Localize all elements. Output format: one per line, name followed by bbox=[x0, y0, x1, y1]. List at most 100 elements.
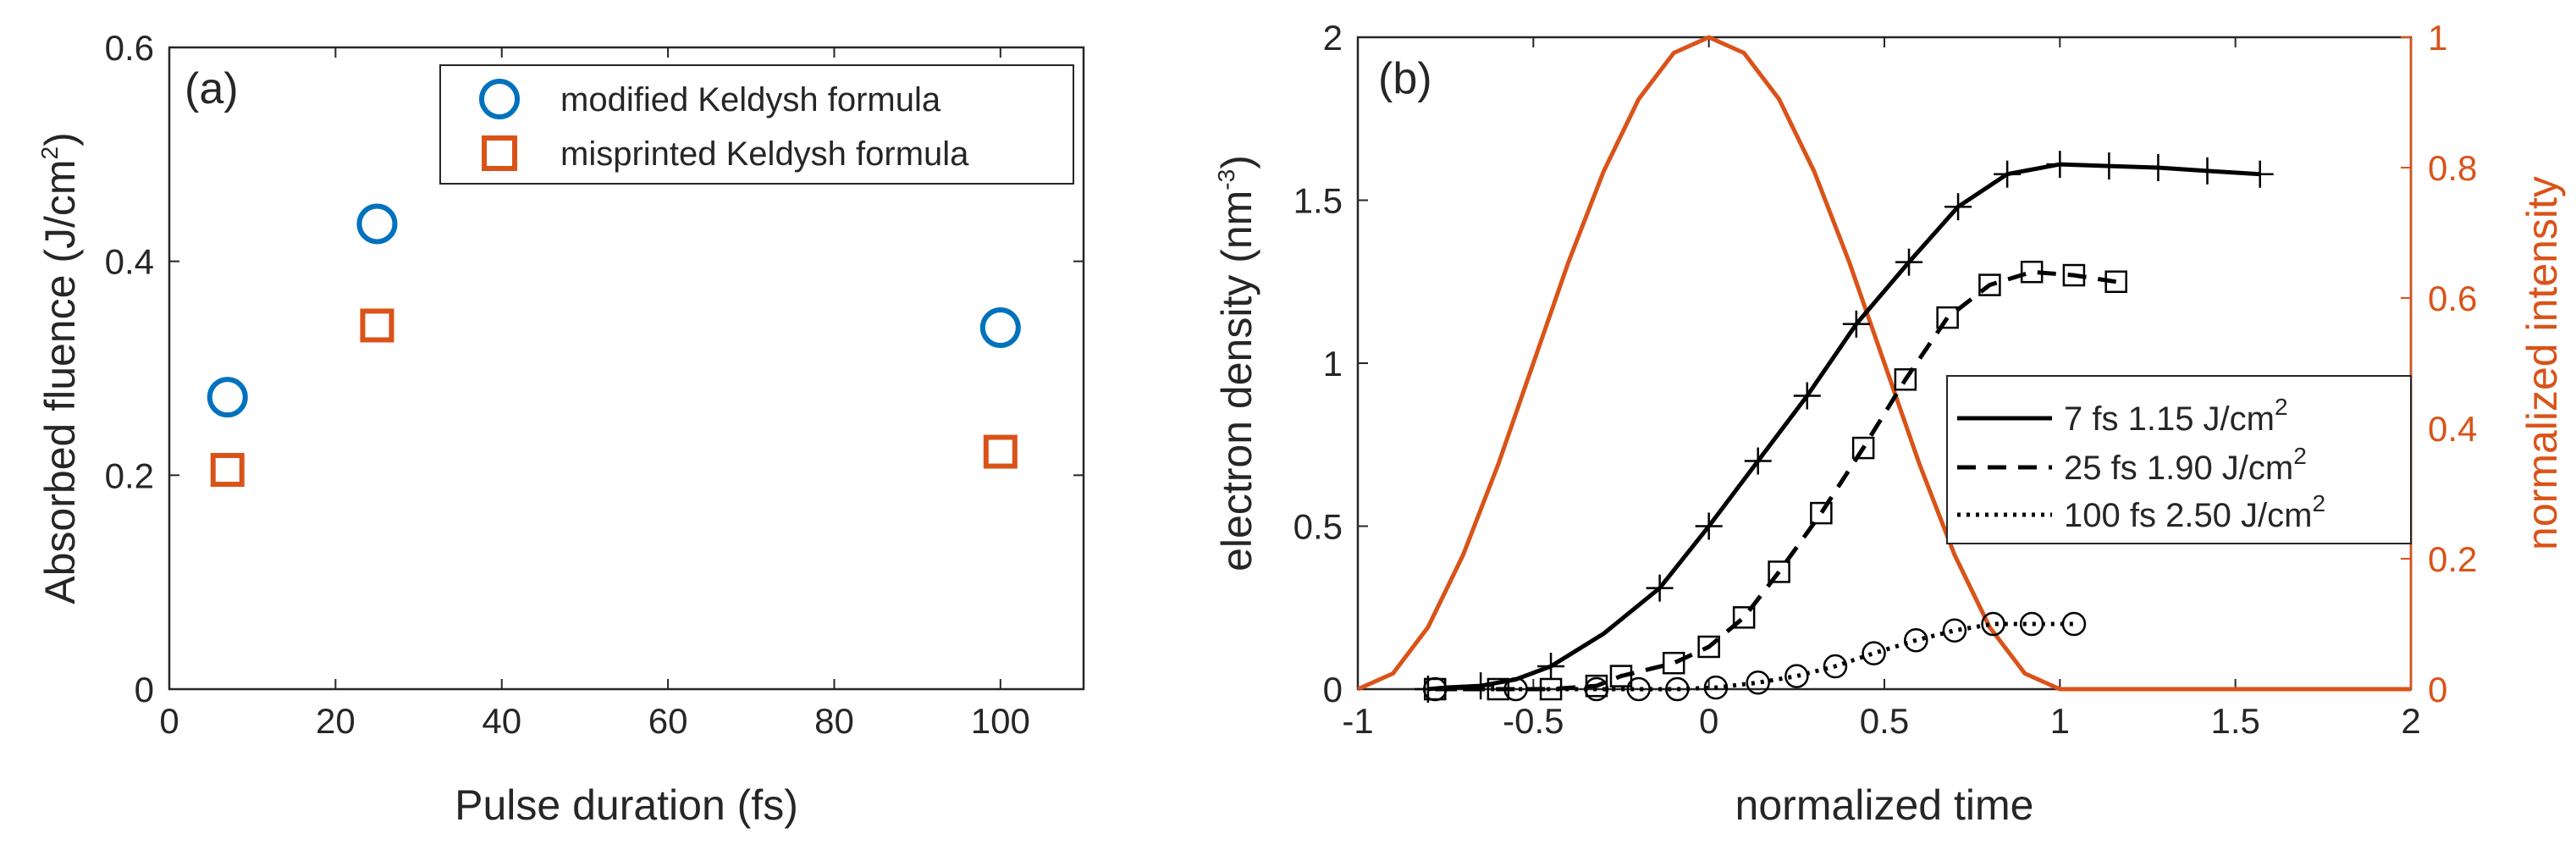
x-tick-label: 1.5 bbox=[2210, 701, 2259, 741]
marker-square bbox=[1662, 651, 1685, 675]
y-tick-label: 0.5 bbox=[1294, 507, 1343, 547]
legend-label-7fs: 7 fs 1.15 J/cm2 bbox=[2064, 394, 2288, 438]
panel-b-legend: 7 fs 1.15 J/cm2 25 fs 1.90 J/cm2 100 fs … bbox=[1946, 375, 2412, 544]
legend-label-100fs-text: 100 fs 2.50 J/cm bbox=[2064, 497, 2312, 534]
marker-square bbox=[2104, 270, 2127, 293]
marker-square bbox=[2020, 260, 2044, 284]
panel-b-label: (b) bbox=[1378, 54, 1432, 103]
legend-label-misprinted: misprinted Keldysh formula bbox=[560, 135, 969, 173]
marker-circle bbox=[1862, 641, 1886, 665]
marker-circle bbox=[1823, 654, 1848, 679]
x-tick-label: 40 bbox=[482, 701, 521, 741]
y-tick-label: 1 bbox=[1323, 344, 1343, 384]
marker-square bbox=[1851, 436, 1875, 460]
x-tick-label: 2 bbox=[2401, 701, 2420, 741]
panel-a-ticks: 0 20 40 60 80 100 0 0.2 0.4 0.6 bbox=[105, 28, 1084, 741]
legend-label-25fs-text: 25 fs 1.90 J/cm bbox=[2064, 450, 2293, 487]
panel-b-ylabel: electron density (nm-3) bbox=[1213, 155, 1260, 571]
marker-square bbox=[2062, 263, 2086, 287]
marker-square bbox=[1539, 677, 1563, 701]
legend-label-100fs: 100 fs 2.50 J/cm2 bbox=[2064, 490, 2325, 534]
y-tick-label-right: 0.8 bbox=[2428, 148, 2477, 188]
panel-b-ylabel-right: normalized intensity bbox=[2518, 176, 2566, 550]
marker-square bbox=[1978, 273, 2001, 296]
y-tick-label: 1.5 bbox=[1294, 181, 1343, 221]
legend-label-25fs-sup: 2 bbox=[2293, 443, 2307, 469]
x-tick-label: -1 bbox=[1342, 701, 1373, 741]
panel-a-label: (a) bbox=[185, 64, 239, 113]
x-tick-label: 60 bbox=[648, 701, 688, 741]
y-tick-label-right: 0.2 bbox=[2428, 539, 2477, 579]
panel-b-ylabel-base: electron density (nm bbox=[1213, 190, 1260, 571]
panel-a: 0 20 40 60 80 100 0 0.2 0.4 0.6 (a) Pulse duratio… bbox=[36, 28, 1085, 829]
x-tick-label: 0 bbox=[159, 701, 179, 741]
marker-circle bbox=[1784, 664, 1809, 688]
panel-a-ylabel-sup: 2 bbox=[36, 146, 63, 160]
marker-circle bbox=[1422, 676, 1448, 702]
marker-square bbox=[1768, 560, 1790, 583]
data-point-modified bbox=[979, 306, 1021, 348]
legend-marker-circle bbox=[479, 79, 520, 119]
legend-label-7fs-sup: 2 bbox=[2275, 394, 2288, 420]
y-tick-label: 0.4 bbox=[105, 242, 154, 282]
panel-a-markers bbox=[207, 203, 1021, 488]
legend-label-25fs: 25 fs 1.90 J/cm2 bbox=[2064, 443, 2307, 487]
x-tick-label: 20 bbox=[316, 701, 356, 741]
x-tick-label: 1 bbox=[2050, 701, 2070, 741]
y-tick-label: 2 bbox=[1323, 18, 1343, 58]
y-tick-label-right: 0.6 bbox=[2428, 279, 2477, 318]
y-tick-label: 0.6 bbox=[105, 28, 154, 68]
panel-b-markers bbox=[1414, 151, 2274, 703]
marker-circle bbox=[1665, 676, 1690, 702]
y-tick-label-right: 0 bbox=[2428, 670, 2447, 709]
legend-label-7fs-text: 7 fs 1.15 J/cm bbox=[2064, 400, 2275, 438]
marker-circle bbox=[2019, 611, 2044, 637]
panel-a-ylabel: Absorbed fluence (J/cm2) bbox=[36, 132, 84, 604]
data-point-misprinted bbox=[360, 308, 394, 343]
marker-square bbox=[1810, 501, 1833, 525]
marker-square bbox=[1609, 665, 1633, 687]
marker-circle bbox=[1981, 611, 2005, 637]
marker-square bbox=[1487, 677, 1510, 701]
legend-label-modified: modified Keldysh formula bbox=[560, 81, 941, 119]
intensity-line bbox=[1356, 35, 2411, 692]
marker-square bbox=[1894, 368, 1917, 391]
marker-circle bbox=[1942, 618, 1967, 643]
y-tick-label-right: 1 bbox=[2428, 18, 2447, 58]
data-point-misprinted bbox=[983, 434, 1018, 469]
panel-a-xlabel: Pulse duration (fs) bbox=[455, 781, 798, 829]
marker-square bbox=[1732, 606, 1756, 629]
data-point-modified bbox=[356, 203, 398, 245]
panel-b-ylabel-sup: -3 bbox=[1213, 169, 1239, 190]
panel-a-ylabel-tail: ) bbox=[36, 132, 84, 146]
panel-b-xlabel: normalized time bbox=[1735, 781, 2034, 829]
x-tick-label: 0.5 bbox=[1860, 701, 1909, 741]
marker-circle bbox=[1746, 671, 1770, 695]
marker-square bbox=[1936, 306, 1959, 329]
x-tick-label: 0 bbox=[1699, 701, 1718, 741]
line-25fs bbox=[1435, 269, 2117, 692]
marker-circle bbox=[1904, 628, 1928, 653]
x-tick-label: 100 bbox=[971, 701, 1030, 741]
marker-circle bbox=[1703, 675, 1729, 700]
data-point-modified bbox=[207, 377, 248, 418]
legend-marker-square bbox=[482, 135, 517, 171]
marker-circle bbox=[1584, 676, 1609, 702]
panel-b-ylabel-tail: ) bbox=[1213, 155, 1260, 169]
x-tick-label: -0.5 bbox=[1503, 701, 1564, 741]
y-tick-label: 0 bbox=[135, 670, 154, 709]
marker-circle bbox=[2061, 611, 2087, 637]
panel-a-legend: modified Keldysh formula misprinted Keld… bbox=[439, 64, 1074, 185]
panel-a-ylabel-base: Absorbed fluence (J/cm bbox=[36, 159, 84, 604]
legend-label-100fs-sup: 2 bbox=[2312, 490, 2325, 516]
y-tick-label: 0 bbox=[1323, 670, 1343, 709]
x-tick-label: 80 bbox=[814, 701, 854, 741]
marker-square bbox=[1697, 635, 1720, 659]
y-tick-label: 0.2 bbox=[105, 455, 154, 495]
marker-circle bbox=[1503, 676, 1528, 702]
data-point-misprinted bbox=[210, 453, 245, 488]
legend-box bbox=[439, 64, 1074, 185]
